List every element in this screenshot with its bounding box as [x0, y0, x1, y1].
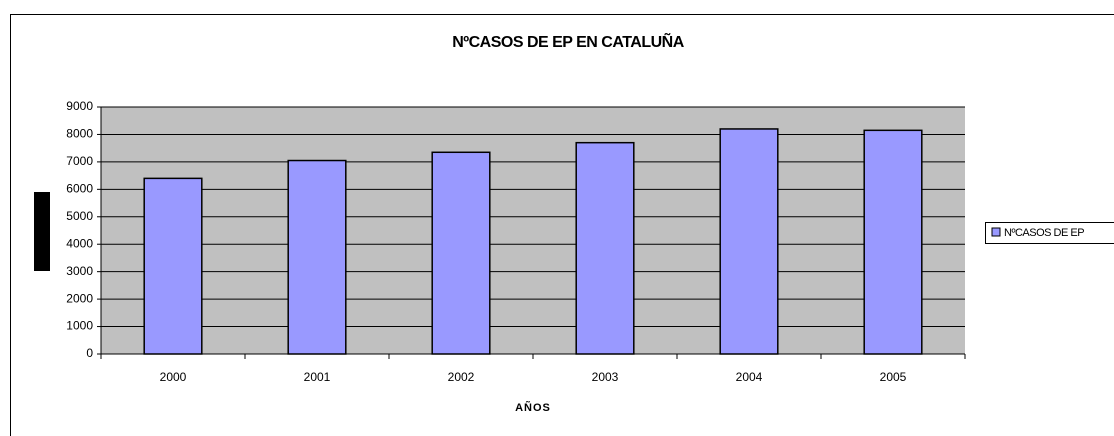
- y-tick-label: 3000: [66, 264, 93, 278]
- legend-label: NºCASOS DE EP: [1004, 227, 1084, 239]
- x-tick-label: 2002: [448, 370, 475, 384]
- x-tick-label: 2000: [160, 370, 187, 384]
- x-axis-title: AÑOS: [515, 401, 551, 414]
- legend-swatch: [991, 227, 1001, 237]
- bar: [287, 159, 347, 355]
- bar: [863, 129, 923, 355]
- x-tick-label: 2001: [304, 370, 331, 384]
- x-tick-label: 2005: [880, 370, 907, 384]
- legend: [985, 222, 1114, 244]
- chart-title: NºCASOS DE EP EN CATALUÑA: [452, 31, 685, 51]
- redacted-y-title: [34, 192, 50, 271]
- y-tick-label: 9000: [66, 99, 93, 113]
- y-tick-label: 0: [86, 346, 93, 360]
- bar: [575, 141, 635, 355]
- bar: [143, 177, 203, 355]
- bar: [431, 151, 491, 355]
- plot-area: [101, 107, 965, 354]
- x-tick-label: 2004: [736, 370, 763, 384]
- y-tick-label: 8000: [66, 127, 93, 141]
- y-tick-label: 6000: [66, 182, 93, 196]
- y-tick-label: 7000: [66, 154, 93, 168]
- chart-border: [10, 14, 1114, 436]
- y-tick-label: 1000: [66, 319, 93, 333]
- y-tick-label: 2000: [66, 291, 93, 305]
- y-tick-label: 5000: [66, 209, 93, 223]
- bar: [719, 128, 779, 355]
- x-tick-label: 2003: [592, 370, 619, 384]
- y-tick-label: 4000: [66, 236, 93, 250]
